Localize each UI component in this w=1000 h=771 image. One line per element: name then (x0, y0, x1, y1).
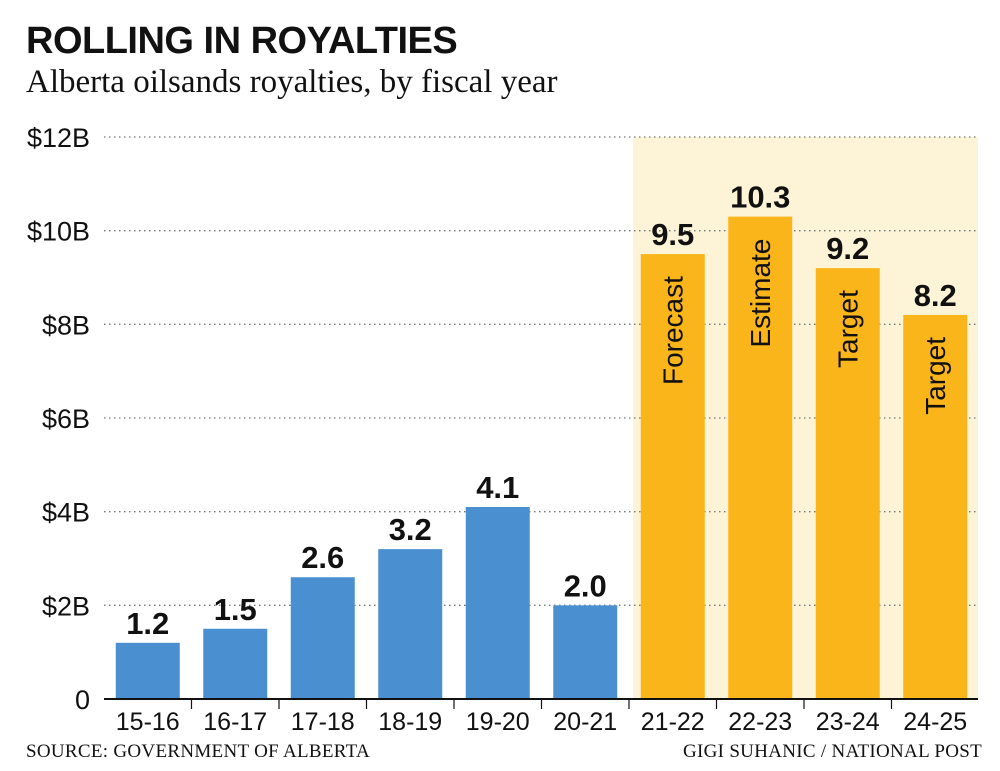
bar-status-label: Estimate (745, 239, 776, 348)
bar (203, 628, 268, 699)
x-tick-label: 19-20 (466, 708, 530, 736)
y-tick-label: $12B (27, 123, 90, 153)
bar (465, 506, 530, 699)
data-label: 2.0 (564, 568, 607, 603)
bar (728, 216, 793, 699)
bar (290, 577, 355, 699)
bar-status-label: Target (833, 290, 864, 368)
data-label: 8.2 (914, 278, 957, 313)
y-tick-label: $10B (27, 217, 90, 247)
y-tick-label: $6B (42, 404, 90, 434)
chart-title: ROLLING IN ROYALTIES (26, 20, 458, 62)
x-tick-label: 16-17 (203, 708, 267, 736)
x-tick-label: 15-16 (116, 708, 180, 736)
data-label: 4.1 (476, 470, 519, 505)
bar (815, 268, 880, 699)
chart-subtitle: Alberta oilsands royalties, by fiscal ye… (26, 64, 558, 100)
bar (115, 642, 180, 699)
data-label: 10.3 (730, 180, 790, 215)
bar (903, 314, 968, 699)
credit-note: GIGI SUHANIC / NATIONAL POST (682, 741, 982, 762)
data-label: 9.5 (651, 217, 694, 252)
bar-status-label: Target (920, 337, 951, 415)
x-tick-label: 18-19 (378, 708, 442, 736)
y-tick-label: 0 (75, 685, 90, 715)
x-tick-label: 20-21 (553, 708, 617, 736)
bar (640, 254, 705, 700)
data-label: 9.2 (826, 231, 869, 266)
bar (553, 605, 618, 699)
data-label: 1.2 (126, 606, 169, 641)
x-tick-label: 21-22 (641, 708, 705, 736)
data-label: 1.5 (214, 592, 257, 627)
x-tick-label: 24-25 (903, 708, 967, 736)
source-note: SOURCE: GOVERNMENT OF ALBERTA (26, 741, 371, 762)
x-tick-label: 23-24 (816, 708, 880, 736)
y-tick-label: $8B (42, 310, 90, 340)
y-tick-label: $2B (42, 591, 90, 621)
x-tick-label: 17-18 (291, 708, 355, 736)
data-label: 2.6 (301, 540, 344, 575)
bar-status-label: Forecast (658, 276, 689, 385)
bar (378, 549, 443, 699)
data-label: 3.2 (389, 512, 432, 547)
y-tick-label: $4B (42, 498, 90, 528)
x-tick-label: 22-23 (728, 708, 792, 736)
